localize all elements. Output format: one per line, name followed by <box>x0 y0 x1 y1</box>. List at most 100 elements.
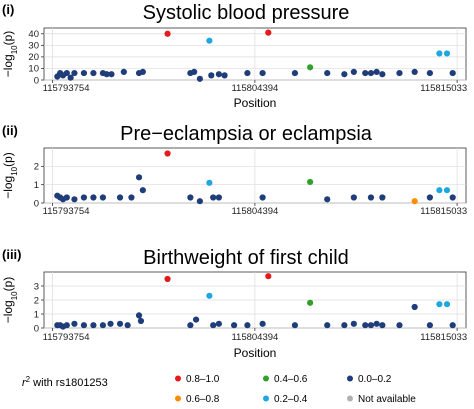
data-point <box>443 301 451 308</box>
y-tick-label: 3 <box>34 281 39 292</box>
legend-label: Not available <box>358 394 416 405</box>
data-point <box>341 71 348 78</box>
data-point <box>411 68 418 76</box>
data-point <box>373 68 380 76</box>
data-point <box>324 322 331 329</box>
chart-title: Birthweight of first child <box>143 247 349 269</box>
data-point <box>324 196 331 203</box>
data-point <box>215 71 222 78</box>
chart-title: Pre−eclampsia or eclampsia <box>120 123 373 145</box>
data-point <box>116 194 124 201</box>
panel-3: (iii) Birthweight of first child 0 1 2 3 11579… <box>1 247 467 360</box>
legend: r2 with rs1801253 0.8–1.0 0.4–0.6 0.0–0.2 0.… <box>22 374 416 405</box>
legend-label: 0.8–1.0 <box>186 374 220 385</box>
data-point <box>196 198 203 205</box>
legend-label: 0.0–0.2 <box>358 374 392 385</box>
legend-item: Not available <box>347 394 416 405</box>
x-axis-label: Position <box>234 96 277 110</box>
data-point <box>265 273 272 280</box>
y-tick-label: 2 <box>34 162 39 173</box>
data-point <box>379 71 386 78</box>
data-point <box>426 194 433 201</box>
data-point <box>208 72 215 79</box>
panel-letter: (i) <box>2 2 14 17</box>
legend-label: 0.6–0.8 <box>186 394 220 405</box>
data-point <box>291 322 299 329</box>
data-point <box>436 187 443 194</box>
legend-item: 0.6–0.8 <box>175 394 220 405</box>
legend-swatch <box>263 375 269 382</box>
data-point <box>449 194 456 201</box>
legend-title: r2 with rs1801253 <box>22 375 108 390</box>
data-point <box>307 299 314 306</box>
data-point <box>116 320 124 327</box>
x-tick-label: 115815033 <box>420 83 467 94</box>
data-point <box>443 187 451 194</box>
panel-letter: (ii) <box>2 123 18 138</box>
data-point <box>99 194 107 201</box>
legend-swatch <box>347 375 353 382</box>
data-point <box>449 322 456 329</box>
data-point <box>107 320 114 327</box>
y-tick-label: 1 <box>34 180 39 191</box>
data-point <box>411 198 418 205</box>
data-point <box>259 69 266 77</box>
data-point <box>244 69 251 77</box>
data-point <box>80 194 88 201</box>
data-point <box>396 322 403 329</box>
data-point <box>103 71 110 78</box>
data-point <box>307 64 314 71</box>
y-tick-label: 2 <box>34 295 39 306</box>
data-point <box>436 301 443 308</box>
legend-item: 0.4–0.6 <box>263 374 308 385</box>
legend-label: 0.4–0.6 <box>274 374 308 385</box>
data-point <box>63 194 70 201</box>
data-point <box>230 322 238 329</box>
y-tick-label: 0 <box>34 323 39 334</box>
data-point <box>210 322 217 329</box>
data-point <box>71 196 78 203</box>
legend-item: 0.0–0.2 <box>347 374 392 385</box>
data-point <box>324 69 331 77</box>
data-point <box>99 322 107 329</box>
y-tick-label: 0 <box>34 75 39 86</box>
data-point <box>135 174 143 181</box>
data-point <box>367 69 375 77</box>
data-point <box>187 194 194 201</box>
data-point <box>124 322 131 329</box>
data-point <box>210 194 217 201</box>
x-tick-label: 115793754 <box>43 332 90 343</box>
data-point <box>80 69 88 77</box>
data-point <box>90 194 97 201</box>
data-point <box>192 316 200 323</box>
data-point <box>108 71 115 78</box>
data-point <box>307 178 314 186</box>
data-point <box>137 317 145 325</box>
data-point <box>379 322 386 329</box>
x-tick-label: 115815033 <box>420 332 467 343</box>
data-point <box>436 50 443 57</box>
data-point <box>379 194 386 201</box>
panel-letter: (iii) <box>2 247 22 262</box>
data-point <box>206 292 213 299</box>
chart-title: Systolic blood pressure <box>143 2 350 24</box>
data-point <box>362 69 369 77</box>
data-point <box>90 322 97 329</box>
data-point <box>135 312 143 319</box>
y-axis-label: −log10(p) <box>1 152 19 199</box>
data-point <box>367 194 375 201</box>
data-point <box>291 69 299 77</box>
data-point <box>396 69 403 77</box>
data-point <box>206 37 213 44</box>
panel-2: (ii) Pre−eclampsia or eclampsia 0 1 2 1157937… <box>1 123 467 217</box>
data-point <box>411 303 418 311</box>
data-point <box>221 72 228 79</box>
legend-swatch <box>175 395 181 402</box>
data-point <box>426 322 433 329</box>
data-point <box>196 75 203 82</box>
data-point <box>90 69 97 77</box>
y-axis-label: −log10(p) <box>1 31 19 78</box>
data-point <box>191 68 198 76</box>
